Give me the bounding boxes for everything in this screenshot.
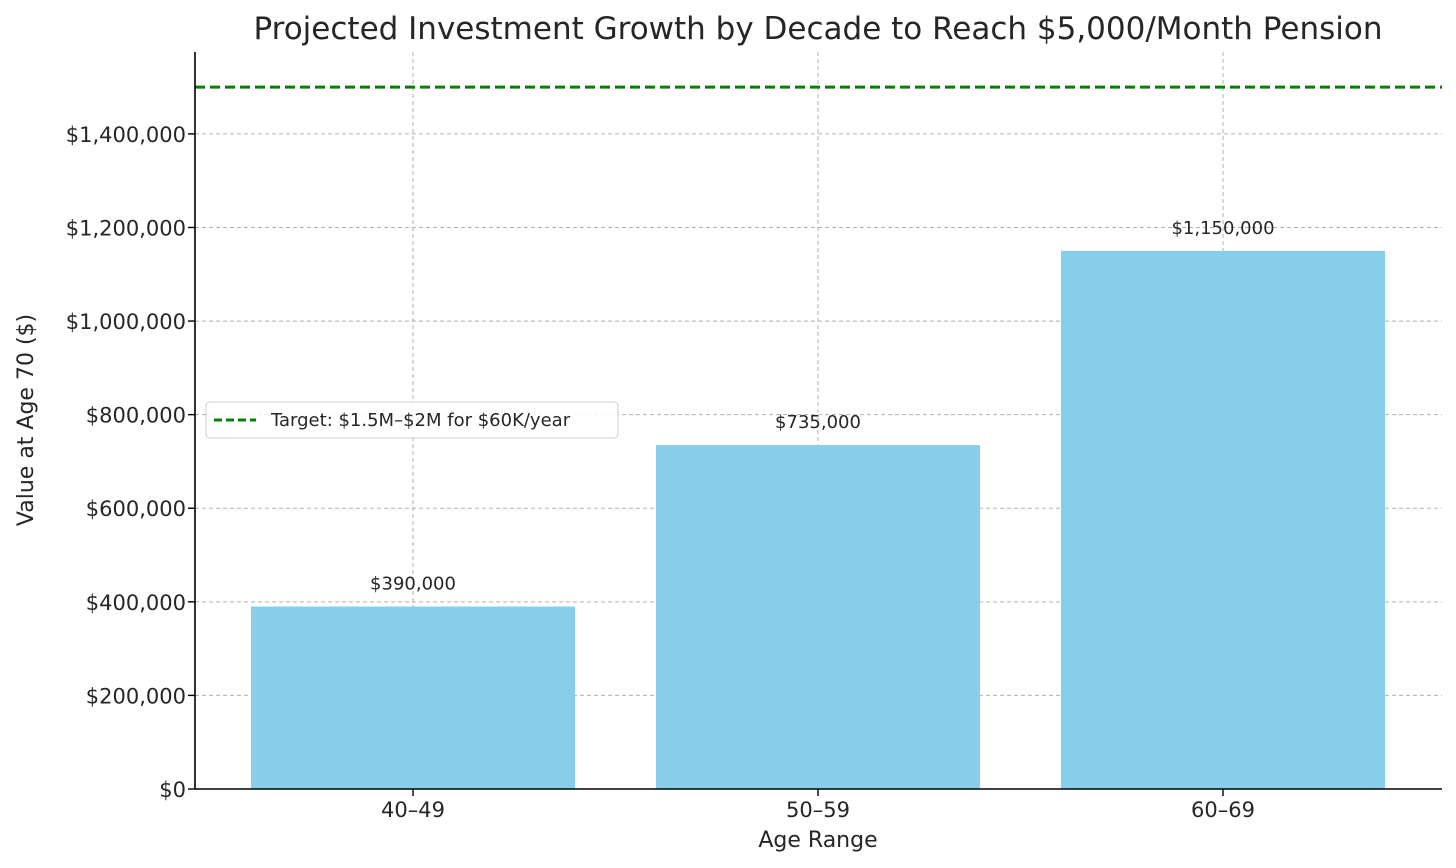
x-tick-label: 40–49 bbox=[381, 798, 445, 822]
bar bbox=[656, 445, 980, 789]
y-tick-label: $400,000 bbox=[86, 591, 186, 615]
bar bbox=[1061, 250, 1385, 789]
labels-layer: $0 $200,000 $400,000 $600,000 $800,000 $1,000… bbox=[66, 123, 1275, 822]
x-tick-label: 50–59 bbox=[786, 798, 850, 822]
x-tick-label: 60–69 bbox=[1191, 798, 1255, 822]
y-axis-label: Value at Age 70 ($) bbox=[14, 314, 39, 526]
y-tick-label: $600,000 bbox=[86, 497, 186, 521]
bar-data-label: $1,150,000 bbox=[1171, 218, 1274, 239]
y-tick-label: $1,400,000 bbox=[66, 123, 186, 147]
y-tick-label: $1,000,000 bbox=[66, 310, 186, 334]
bar-data-label: $735,000 bbox=[775, 412, 861, 433]
y-tick-label: $0 bbox=[159, 778, 186, 802]
legend: Target: $1.5M–$2M for $60K/year bbox=[205, 401, 619, 439]
legend-target-label: Target: $1.5M–$2M for $60K/year bbox=[270, 410, 571, 431]
y-tick-label: $800,000 bbox=[86, 404, 186, 428]
bars-layer bbox=[251, 250, 1385, 789]
bar bbox=[251, 606, 575, 789]
y-tick-label: $1,200,000 bbox=[66, 216, 186, 240]
axes-layer bbox=[188, 52, 1442, 796]
y-tick-label: $200,000 bbox=[86, 684, 186, 708]
x-axis-label: Age Range bbox=[758, 828, 877, 853]
bar-data-label: $390,000 bbox=[370, 574, 456, 595]
chart-title: Projected Investment Growth by Decade to… bbox=[254, 11, 1383, 47]
legend-box bbox=[205, 401, 619, 439]
